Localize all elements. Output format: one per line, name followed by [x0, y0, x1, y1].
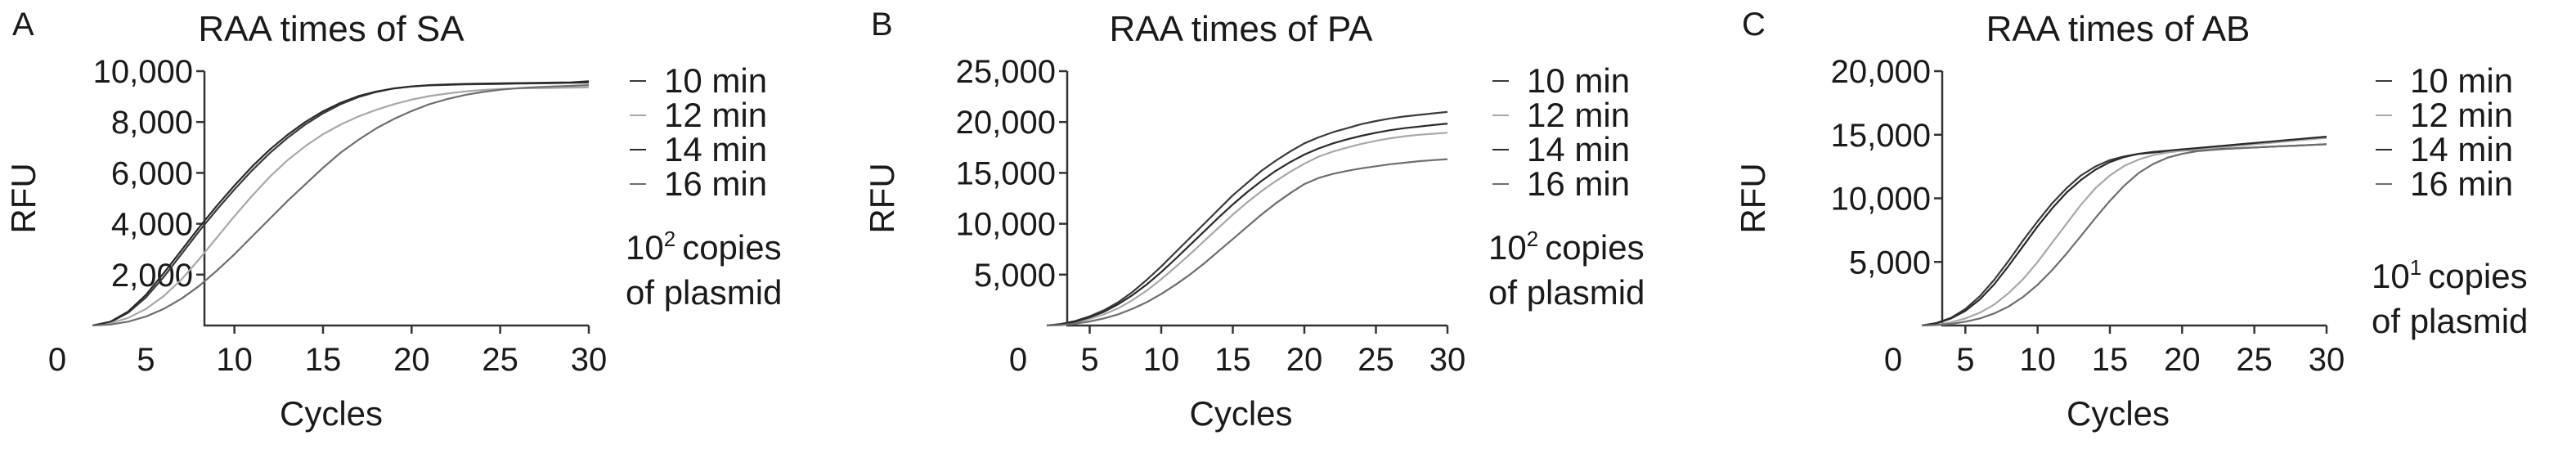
y-tick-label: 4,000	[111, 207, 193, 243]
series-line-10-min	[1046, 110, 1448, 327]
x-tick-label: 25	[482, 342, 518, 378]
chart-title: RAA times of SA	[198, 9, 464, 49]
copies-note-line-2: of plasmid	[1488, 273, 1645, 312]
panel-letter: A	[12, 7, 34, 43]
chart-panel-c: C RAA times of AB 5,000 10,000 15,000 20,000 0…	[1734, 7, 2528, 433]
note-copies: copies	[1545, 228, 1644, 267]
y-tick-label: 15,000	[956, 155, 1056, 191]
y-tick-label: 6,000	[111, 155, 193, 191]
y-tick-label: 5,000	[974, 258, 1056, 294]
series-line-14-min	[92, 80, 590, 327]
x-axis-label: Cycles	[2067, 394, 2170, 433]
y-tick-label: 25,000	[956, 54, 1056, 90]
legend-label: 14 min	[1527, 130, 1630, 168]
note-exponent: 1	[2410, 255, 2421, 280]
note-copies: copies	[2428, 257, 2527, 295]
copies-note-line-2: of plasmid	[626, 273, 782, 312]
x-tick-label: 15	[305, 342, 342, 378]
legend-label: 14 min	[2410, 130, 2513, 168]
y-tick-label: 10,000	[93, 54, 193, 90]
x-tick-label: 20	[393, 342, 430, 378]
y-tick-label: 20,000	[956, 105, 1056, 141]
x-tick-label: 30	[1429, 342, 1466, 378]
x-tick-label: 0	[48, 342, 66, 378]
legend-label: 10 min	[1527, 61, 1630, 100]
series-line-10-min	[1922, 143, 2327, 327]
x-tick-label: 15	[1214, 342, 1251, 378]
x-tick-label: 5	[1080, 342, 1098, 378]
x-tick-label: 30	[2309, 342, 2345, 378]
series-line-12-min	[1046, 132, 1448, 327]
copies-note-line-1: 102 copies	[1488, 227, 1645, 267]
series-line-16-min	[1922, 143, 2327, 327]
legend-label: 14 min	[664, 130, 767, 168]
legend-label: 12 min	[2410, 96, 2513, 134]
chart-title: RAA times of PA	[1110, 9, 1374, 49]
chart-title: RAA times of AB	[1986, 9, 2251, 49]
legend-label: 12 min	[664, 96, 767, 134]
copies-note-line-1: 101 copies	[2372, 255, 2528, 295]
x-tick-label: 20	[1286, 342, 1323, 378]
y-tick-label: 20,000	[1831, 54, 1931, 90]
y-tick-label: 10,000	[956, 207, 1056, 243]
y-tick-label: 8,000	[111, 105, 193, 141]
x-tick-label: 10	[2019, 342, 2056, 378]
y-axis-label: RFU	[1734, 163, 1772, 233]
x-tick-label: 0	[1009, 342, 1027, 378]
legend-label: 10 min	[2410, 61, 2513, 100]
legend-label: 12 min	[1527, 96, 1630, 134]
legend-label: 16 min	[2410, 164, 2513, 203]
series-line-16-min	[1046, 158, 1448, 327]
note-base: 10	[2372, 257, 2410, 295]
series-line-14-min	[1046, 123, 1448, 327]
y-axis-label: RFU	[863, 163, 901, 233]
panel-letter: B	[871, 7, 893, 43]
note-exponent: 2	[664, 227, 675, 251]
x-tick-label: 10	[1143, 342, 1180, 378]
series-line-12-min	[1922, 137, 2327, 327]
y-tick-label: 5,000	[1849, 245, 1931, 281]
legend-label: 10 min	[664, 61, 767, 100]
copies-note-line-2: of plasmid	[2372, 302, 2528, 340]
y-tick-label: 15,000	[1831, 118, 1931, 154]
chart-panel-a: A RAA times of SA2,0004,0006,0008,00010,0…	[4, 7, 782, 433]
note-copies: copies	[682, 228, 781, 267]
x-tick-label: 10	[216, 342, 253, 378]
x-axis-label: Cycles	[1189, 394, 1292, 433]
panel-letter: C	[1742, 7, 1766, 43]
legend-label: 16 min	[664, 164, 767, 203]
x-tick-label: 15	[2092, 342, 2129, 378]
y-axis-label: RFU	[4, 163, 43, 233]
x-tick-label: 25	[2236, 342, 2273, 378]
x-tick-label: 30	[571, 342, 608, 378]
note-base: 10	[626, 228, 664, 267]
x-tick-label: 5	[1956, 342, 1974, 378]
note-base: 10	[1488, 228, 1527, 267]
copies-note-line-1: 102 copies	[626, 227, 782, 267]
x-axis-label: Cycles	[280, 394, 383, 433]
series-line-14-min	[1922, 136, 2327, 327]
y-tick-label: 10,000	[1831, 182, 1931, 218]
x-tick-label: 0	[1884, 342, 1902, 378]
series-line-16-min	[92, 84, 590, 327]
x-tick-label: 25	[1358, 342, 1394, 378]
chart-panel-b: B RAA times of PA 5,000 10,000 15,000 20,000 2…	[863, 7, 1645, 433]
legend-label: 16 min	[1527, 164, 1630, 203]
note-exponent: 2	[1527, 227, 1538, 251]
x-tick-label: 5	[137, 342, 155, 378]
x-tick-label: 20	[2164, 342, 2201, 378]
